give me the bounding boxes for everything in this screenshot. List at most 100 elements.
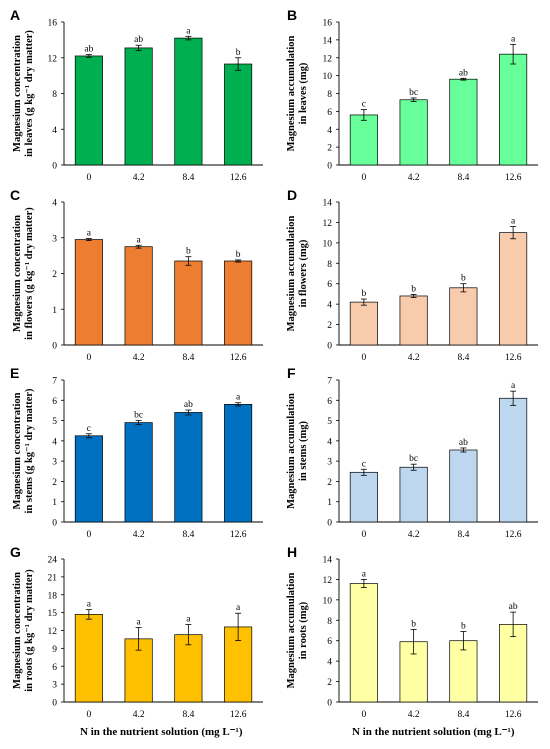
significance-letter: a — [87, 228, 92, 238]
y-tick-label: 6 — [327, 280, 332, 290]
x-tick-label: 0 — [87, 173, 92, 183]
significance-letter: a — [511, 381, 516, 391]
significance-letter: ab — [459, 68, 468, 78]
x-tick-label: 8.4 — [457, 710, 469, 720]
x-tick-label: 12.6 — [230, 530, 247, 540]
x-tick-label: 8.4 — [182, 530, 194, 540]
y-tick-label: 8 — [327, 90, 332, 100]
y-tick-label: 4 — [327, 437, 332, 447]
y-axis-title: Magnesium accumulationin roots (mg) — [286, 572, 309, 688]
y-axis-title: Magnesium concentrationin flowers (g kg⁻… — [12, 207, 35, 340]
y-axis-title-line: in roots (mg) — [298, 601, 309, 659]
y-axis-title-line: Magnesium concentration — [12, 35, 23, 152]
y-tick-label: 4 — [52, 199, 57, 209]
y-tick-label: 10 — [323, 239, 333, 249]
significance-letter: bc — [409, 88, 418, 98]
significance-letter: a — [186, 26, 191, 36]
y-tick-label: 4 — [327, 658, 332, 668]
chart-panel-g: G 0 3 6 9 12 15 18 21 24 Magnesium concentrationin… — [10, 544, 263, 720]
x-tick-label: 12.6 — [505, 353, 522, 363]
significance-letter: ab — [509, 602, 518, 612]
y-tick-label: 6 — [52, 663, 57, 673]
x-tick-label: 4.2 — [133, 710, 145, 720]
bar — [74, 239, 103, 346]
significance-letter: b — [461, 274, 466, 284]
bar — [174, 412, 203, 523]
x-tick-label: 12.6 — [505, 173, 522, 183]
bar — [499, 53, 528, 166]
y-tick-label: 10 — [323, 596, 333, 606]
significance-letter: b — [461, 622, 466, 632]
y-tick-label: 3 — [327, 458, 332, 468]
significance-letter: c — [362, 459, 366, 469]
significance-letter: a — [236, 603, 241, 613]
chart-panel-c: C 0 1 2 3 4 Magnesium concentrationin flowers … — [10, 187, 263, 363]
panel-label: G — [10, 544, 21, 560]
bar — [449, 640, 478, 703]
y-tick-label: 18 — [48, 591, 58, 601]
y-axis-title: Magnesium accumulationin stems (mg) — [286, 393, 309, 509]
bar — [449, 78, 478, 166]
bar — [74, 614, 103, 703]
y-tick-label: 12 — [48, 54, 58, 64]
y-tick-label: 4 — [327, 301, 332, 311]
bar — [124, 246, 153, 346]
y-tick-label: 6 — [327, 637, 332, 647]
y-tick-label: 1 — [52, 306, 57, 316]
significance-letter: a — [511, 217, 516, 227]
y-tick-label: 8 — [327, 617, 332, 627]
chart-panel-h: H 0 2 4 6 8 10 12 14 Magnesium accumulationin roo… — [286, 544, 538, 720]
y-axis-title: Magnesium concentrationin stems (g kg⁻¹ … — [12, 388, 35, 514]
x-tick-label: 0 — [87, 353, 92, 363]
y-tick-label: 2 — [327, 678, 332, 688]
y-tick-label: 2 — [52, 478, 57, 488]
significance-letter: a — [137, 618, 142, 628]
y-axis-title-line: in stems (g kg⁻¹ dry matter) — [24, 388, 35, 514]
y-tick-label: 4 — [327, 126, 332, 136]
y-tick-label: 12 — [323, 576, 333, 586]
significance-letter: a — [362, 569, 367, 579]
bar — [224, 403, 253, 523]
y-axis-title-line: in flowers (g kg⁻¹ dry matter) — [24, 207, 35, 340]
significance-letter: b — [236, 250, 241, 260]
panel-label: C — [10, 187, 20, 203]
y-tick-label: 12 — [323, 54, 333, 64]
y-tick-label: 2 — [327, 144, 332, 154]
y-tick-label: 0 — [327, 342, 332, 352]
y-tick-label: 0 — [327, 699, 332, 709]
significance-letter: b — [236, 48, 241, 58]
bar — [349, 583, 378, 703]
bar — [224, 260, 253, 346]
y-tick-label: 7 — [52, 377, 57, 387]
significance-letter: b — [186, 247, 191, 257]
x-tick-label: 4.2 — [133, 173, 145, 183]
x-tick-label: 4.2 — [133, 353, 145, 363]
y-tick-label: 2 — [327, 321, 332, 331]
x-tick-label: 0 — [87, 530, 92, 540]
y-tick-label: 3 — [52, 681, 57, 691]
panel-label: H — [287, 544, 297, 560]
bar — [174, 260, 203, 346]
x-tick-label: 8.4 — [457, 353, 469, 363]
significance-letter: b — [411, 619, 416, 629]
x-axis-title-right: N in the nutrient solution (mg L⁻¹) — [352, 726, 515, 738]
chart-panel-b: B 0 2 4 6 8 10 12 14 16 Magnesium accumulationin l… — [286, 7, 538, 183]
panel-label: E — [10, 365, 19, 381]
x-tick-label: 8.4 — [182, 710, 194, 720]
y-axis-title-line: Magnesium concentration — [12, 572, 23, 689]
y-axis-title-line: Magnesium concentration — [12, 392, 23, 509]
x-tick-label: 12.6 — [505, 530, 522, 540]
bar — [174, 634, 203, 703]
x-tick-label: 4.2 — [133, 530, 145, 540]
bar — [349, 301, 378, 346]
y-tick-label: 8 — [327, 260, 332, 270]
y-axis-title-line: in stems (mg) — [298, 420, 309, 481]
y-tick-label: 8 — [52, 90, 57, 100]
bar — [499, 624, 528, 703]
y-tick-label: 6 — [327, 397, 332, 407]
significance-letter: ab — [134, 35, 143, 45]
y-tick-label: 14 — [323, 36, 333, 46]
panel-label: B — [287, 7, 297, 23]
x-tick-label: 8.4 — [182, 353, 194, 363]
